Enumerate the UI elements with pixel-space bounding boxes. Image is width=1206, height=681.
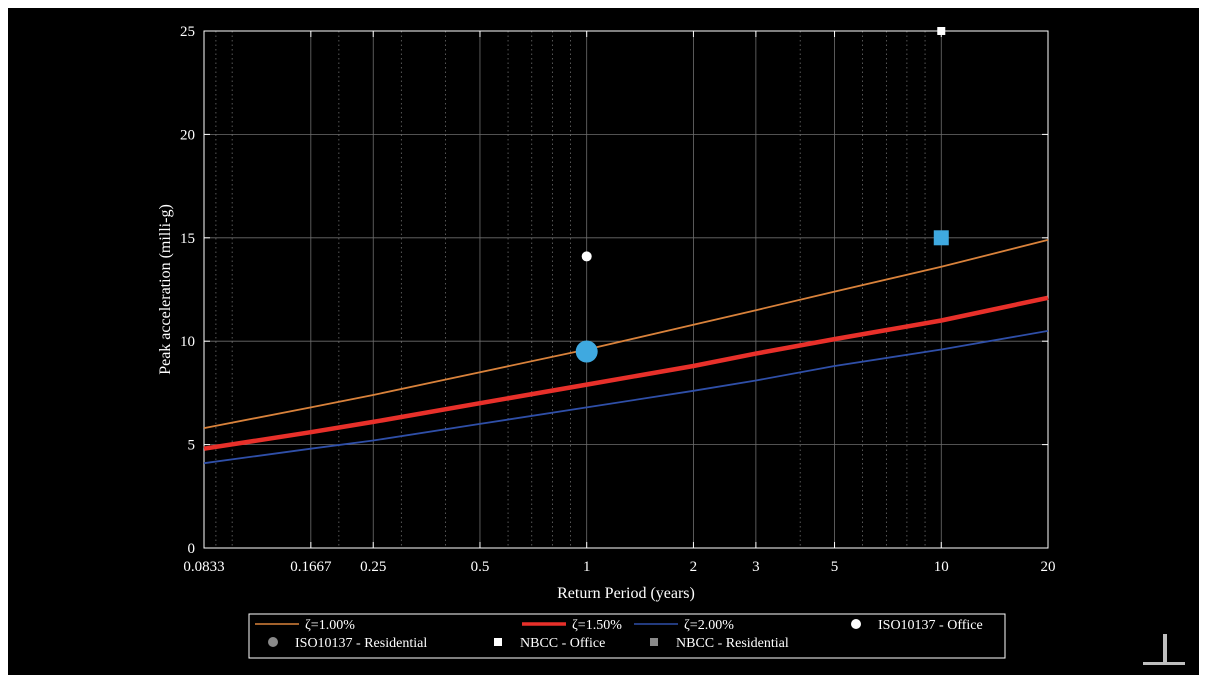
axis-ticks: 0.0833 0.1667 0.25 0.5 1 2 3 5 10 20 0 5 10 15 20 25: [180, 24, 1056, 575]
legend-swatch: [650, 638, 658, 646]
legend-box: [248, 613, 1006, 659]
y-tick-label: 25: [180, 24, 195, 40]
scatter-point: [937, 27, 946, 35]
legend-label: ζ=1.50%: [572, 618, 622, 633]
legend-swatch: [268, 637, 278, 647]
x-tick-label: 10: [934, 559, 949, 575]
x-tick-label: 3: [752, 559, 760, 575]
y-tick-label: 10: [180, 334, 195, 350]
grid: [203, 30, 1049, 549]
legend-label: NBCC - Office: [520, 636, 605, 651]
legend-label: ISO10137 - Office: [878, 618, 983, 633]
x-tick-label: 1: [583, 559, 591, 575]
scatter-point: [581, 251, 592, 262]
x-tick-label: 0.25: [360, 559, 386, 575]
series-line: [203, 330, 1049, 465]
x-tick-label: 0.0833: [183, 559, 224, 575]
logo-icon: [1143, 634, 1185, 665]
scatter-point: [933, 230, 949, 246]
x-tick-label: 0.5: [471, 559, 490, 575]
y-tick-label: 20: [180, 127, 195, 143]
legend-swatch: [851, 619, 861, 629]
x-axis-label: Return Period (years): [557, 585, 695, 602]
x-tick-label: 20: [1041, 559, 1056, 575]
x-tick-label: 5: [831, 559, 839, 575]
legend-label: ζ=2.00%: [684, 618, 734, 633]
y-axis-label: Peak acceleration (milli-g): [157, 204, 174, 375]
legend-label: NBCC - Residential: [676, 636, 789, 651]
y-tick-label: 0: [188, 541, 196, 557]
y-tick-label: 5: [188, 438, 196, 454]
x-tick-label: 2: [690, 559, 698, 575]
series-line: [203, 295, 1049, 451]
legend-label: ζ=1.00%: [305, 618, 355, 633]
scatter-point: [575, 340, 598, 363]
series-layer: [203, 27, 1049, 465]
y-tick-label: 15: [180, 231, 195, 247]
legend: ζ=1.00% ζ=1.50% ζ=2.00% ISO10137 - Office IS…: [248, 613, 1006, 659]
legend-swatch: [494, 638, 502, 646]
plot-area-border: [203, 30, 1049, 549]
x-tick-label: 0.1667: [290, 559, 332, 575]
series-line: [203, 239, 1049, 429]
legend-label: ISO10137 - Residential: [295, 636, 427, 651]
